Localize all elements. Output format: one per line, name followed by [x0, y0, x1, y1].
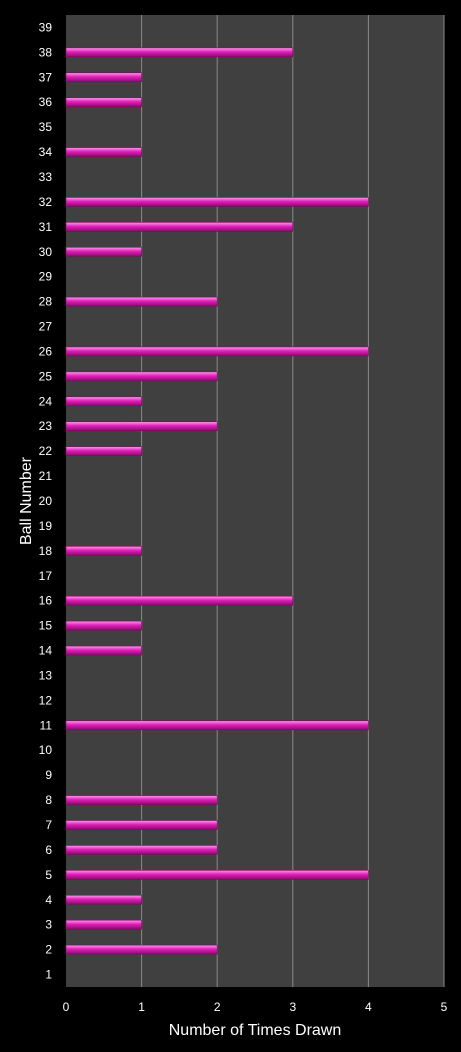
y-tick-label: 11	[40, 718, 53, 732]
y-tick-label: 20	[39, 494, 53, 508]
y-tick-label: 30	[39, 245, 53, 259]
bar	[65, 72, 142, 83]
y-tick-label: 1	[45, 968, 52, 982]
y-tick-labels: 1234567891011121314151617181920212223242…	[39, 20, 53, 981]
bar	[65, 222, 294, 232]
y-tick-label: 2	[45, 943, 52, 957]
y-tick-label: 31	[39, 220, 53, 234]
y-tick-label: 23	[39, 419, 53, 433]
y-tick-label: 26	[39, 344, 53, 358]
y-tick-label: 24	[39, 394, 53, 408]
x-axis-title: Number of Times Drawn	[169, 1022, 342, 1039]
bar	[65, 720, 369, 731]
y-tick-label: 19	[39, 519, 53, 533]
x-tick-label: 2	[214, 1000, 221, 1014]
bar	[65, 446, 142, 456]
y-tick-label: 36	[39, 95, 53, 109]
bars	[65, 47, 369, 955]
bar	[65, 870, 369, 880]
y-tick-label: 5	[45, 868, 52, 882]
bar	[65, 919, 142, 930]
y-tick-label: 10	[39, 743, 53, 757]
y-tick-label: 14	[39, 644, 53, 658]
y-tick-label: 25	[39, 369, 53, 383]
bar	[65, 371, 218, 382]
y-tick-label: 13	[39, 668, 53, 682]
y-axis-title: Ball Number	[18, 456, 35, 545]
bar	[65, 396, 142, 407]
y-tick-label: 17	[39, 569, 53, 583]
x-tick-label: 3	[289, 1000, 296, 1014]
bar	[65, 346, 369, 357]
bar	[65, 595, 294, 606]
bar	[65, 246, 142, 257]
bar	[65, 845, 218, 855]
y-tick-label: 18	[39, 544, 53, 558]
y-tick-label: 3	[45, 918, 52, 932]
y-tick-label: 29	[39, 270, 53, 284]
y-tick-label: 6	[45, 843, 52, 857]
y-tick-label: 15	[39, 619, 53, 633]
x-tick-labels: 0 1 2 3 4 5	[63, 1000, 448, 1014]
bar	[65, 546, 142, 556]
x-tick-label: 4	[365, 1000, 372, 1014]
y-tick-label: 34	[39, 145, 53, 159]
y-tick-label: 32	[39, 195, 53, 209]
bar	[65, 795, 218, 805]
bar	[65, 197, 369, 207]
y-tick-label: 39	[39, 20, 53, 34]
y-tick-label: 37	[39, 70, 53, 84]
y-tick-label: 7	[45, 818, 52, 832]
y-tick-label: 33	[39, 170, 53, 184]
plot-area	[66, 15, 444, 987]
x-tick-label: 5	[441, 1000, 448, 1014]
bar	[65, 944, 218, 955]
y-tick-label: 8	[45, 793, 52, 807]
bar	[65, 296, 218, 307]
x-tick-label: 0	[63, 1000, 70, 1014]
bar	[65, 421, 218, 432]
bar	[65, 820, 218, 830]
y-tick-label: 16	[39, 594, 53, 608]
y-tick-label: 28	[39, 295, 53, 309]
bar	[65, 894, 142, 905]
bar	[65, 645, 142, 656]
bar	[65, 47, 294, 58]
bar	[65, 97, 142, 108]
x-tick-label: 1	[138, 1000, 145, 1014]
bar	[65, 620, 142, 631]
y-tick-label: 22	[39, 444, 53, 458]
y-tick-label: 35	[39, 120, 53, 134]
y-tick-label: 12	[39, 693, 53, 707]
y-tick-label: 9	[45, 768, 52, 782]
y-tick-label: 21	[39, 469, 53, 483]
y-tick-label: 4	[45, 893, 52, 907]
y-tick-label: 27	[39, 320, 53, 334]
y-tick-label: 38	[39, 45, 53, 59]
bar	[65, 147, 142, 157]
